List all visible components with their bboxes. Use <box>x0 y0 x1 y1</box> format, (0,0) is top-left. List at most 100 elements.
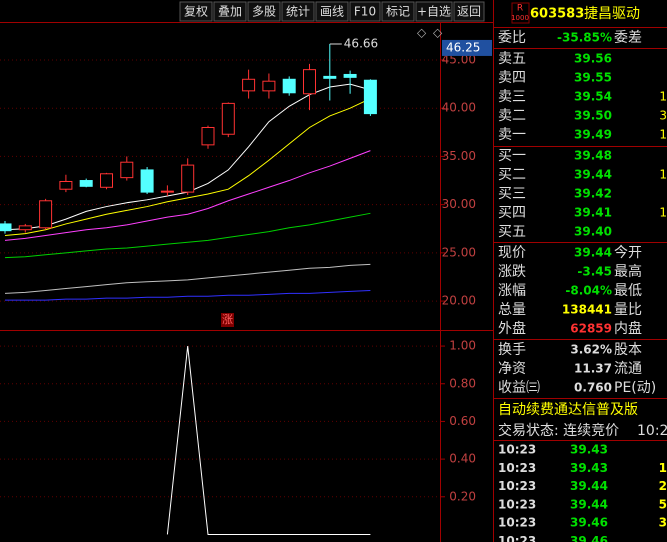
row-label: 买四 <box>498 205 526 221</box>
moving-average <box>4 263 371 294</box>
row-volume: 1 <box>659 90 667 104</box>
row-value: 39.41 <box>574 206 612 220</box>
row-value: 39.56 <box>574 52 612 66</box>
toolbar-button-label: +自选 <box>417 5 451 19</box>
y-tick-label: 45.00 <box>442 52 476 66</box>
candle-body <box>201 126 215 146</box>
toolbar-button-label: 返回 <box>457 5 481 19</box>
row-value: 39.40 <box>574 225 612 239</box>
candle-body <box>262 80 276 92</box>
stock-name: 捷昌驱动 <box>584 6 640 22</box>
moving-average <box>5 289 371 301</box>
row-volume: 3 <box>659 109 667 123</box>
candle-body <box>79 180 93 187</box>
row-value: 11.37 <box>574 362 612 376</box>
candle-body <box>282 78 296 94</box>
row-value: -8.04% <box>565 284 612 298</box>
row-label: 换手 <box>498 341 526 358</box>
toolbar-button[interactable] <box>213 1 247 22</box>
candle-body <box>18 225 32 231</box>
row-label: 买一 <box>498 148 526 164</box>
indicator-line <box>166 346 371 535</box>
row-label2: 委差 <box>614 30 642 46</box>
candle-body <box>242 78 256 92</box>
row-value: 39.44 <box>574 246 612 260</box>
candle-body <box>363 79 377 115</box>
row-label: 买三 <box>498 186 526 202</box>
toolbar-button-label: F10 <box>354 5 376 19</box>
trade-time: 10:23 <box>498 461 536 475</box>
candle-body <box>343 73 357 78</box>
row-label: 外盘 <box>498 320 526 337</box>
trade-time: 10:23 <box>498 534 536 542</box>
row-label2: 量比 <box>614 302 642 318</box>
toolbar-button[interactable] <box>247 1 281 22</box>
row-label2: 内盘 <box>614 320 642 337</box>
moving-average <box>4 212 371 259</box>
badge-top: R <box>517 4 523 14</box>
y-tick-label: 0.40 <box>449 452 476 466</box>
row-value: 62859 <box>570 322 612 336</box>
row-label: 卖三 <box>498 89 526 105</box>
stock-code: 603583 <box>530 7 584 22</box>
y-tick-label: 0.20 <box>449 489 476 503</box>
row-label: 总量 <box>498 302 526 318</box>
row-label: 净资 <box>498 361 526 377</box>
limit-flag: 涨 <box>222 313 233 326</box>
candle-body <box>0 223 12 232</box>
toolbar-button-label: 统计 <box>286 5 310 19</box>
row-value: 39.42 <box>574 187 612 201</box>
row-value: 138441 <box>562 303 612 317</box>
row-label: 卖二 <box>498 108 526 124</box>
badge-bottom: 1000 <box>511 14 529 22</box>
toolbar-button[interactable] <box>349 1 381 22</box>
row-value: -3.45 <box>577 265 612 279</box>
toolbar-button[interactable] <box>415 1 453 22</box>
row-label: 卖四 <box>498 70 526 86</box>
candle-body <box>323 75 337 79</box>
trade-time: 10:23 <box>498 497 536 511</box>
candle-body <box>221 102 235 135</box>
high-label: 46.66 <box>344 36 378 50</box>
trade-volume: 2 <box>659 479 667 493</box>
trade-price: 39.44 <box>570 479 608 493</box>
row-value: 39.50 <box>574 109 612 123</box>
toolbar-button[interactable] <box>281 1 315 22</box>
toolbar-button[interactable] <box>315 1 349 22</box>
row-value: -35.85% <box>557 31 612 45</box>
trade-price: 39.43 <box>570 443 608 457</box>
candle-body <box>39 200 53 229</box>
candle-body <box>59 180 73 190</box>
row-label2: 最低 <box>614 283 642 299</box>
candle-body <box>160 190 174 193</box>
moving-average <box>4 98 371 236</box>
y-tick-label: 20.00 <box>442 294 476 308</box>
trade-status-time: 10:2 <box>637 423 667 439</box>
row-value: 39.44 <box>574 168 612 182</box>
toolbar-button[interactable] <box>381 1 415 22</box>
y-tick-label: 30.00 <box>442 197 476 211</box>
icon: ◇ <box>433 26 443 40</box>
toolbar-button-label: 叠加 <box>218 5 242 19</box>
row-label2: 股本 <box>614 342 642 358</box>
trade-time: 10:23 <box>498 443 536 457</box>
row-value: 3.62% <box>570 343 612 357</box>
candle-body <box>100 173 113 188</box>
y-tick-label: 35.00 <box>442 149 476 163</box>
trade-time: 10:23 <box>498 516 536 530</box>
trade-price: 39.46 <box>570 516 608 530</box>
toolbar-button-label: 复权 <box>184 5 208 19</box>
row-value: 39.48 <box>574 149 612 163</box>
row-value: 39.55 <box>574 71 612 85</box>
trade-volume: 1 <box>659 461 667 475</box>
row-label: 买五 <box>498 224 526 240</box>
toolbar-button[interactable] <box>453 1 485 22</box>
toolbar-button[interactable] <box>179 1 213 22</box>
toolbar-button-label: 画线 <box>320 5 344 19</box>
row-label2: 最高 <box>614 263 642 280</box>
row-volume: 1 <box>659 168 667 182</box>
trade-volume: 5 <box>659 497 667 511</box>
icon: ◇ <box>417 26 427 40</box>
